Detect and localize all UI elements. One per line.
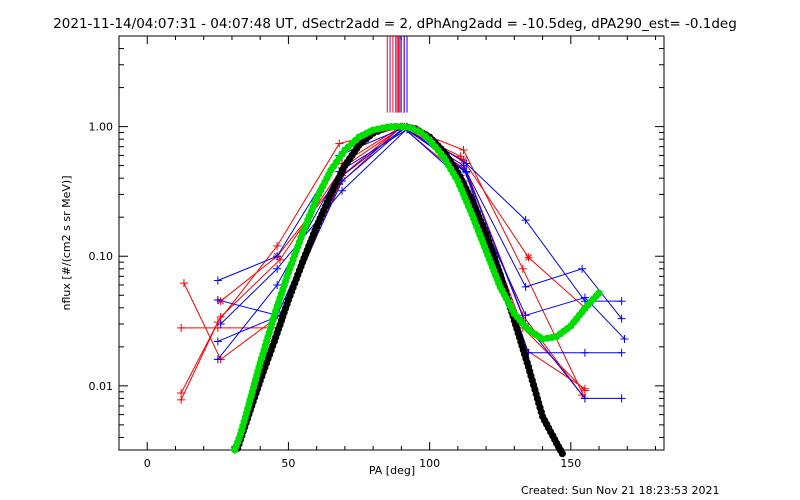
series-line — [220, 128, 622, 399]
x-tick-label: 50 — [281, 457, 295, 470]
y-tick-label: 1.00 — [89, 121, 114, 134]
x-tick-label: 150 — [560, 457, 581, 470]
tick-labels: 0 50 100 150 0.01 0.10 1.00 — [89, 121, 582, 470]
x-tick-label: 100 — [419, 457, 440, 470]
series-layer — [177, 122, 629, 458]
y-tick-label: 0.01 — [89, 380, 114, 393]
series-11 — [231, 123, 603, 454]
series-9 — [216, 124, 626, 403]
chart-title: 2021-11-14/04:07:31 - 04:07:48 UT, dSect… — [53, 16, 737, 32]
series-5 — [213, 122, 626, 306]
series-line — [220, 126, 586, 309]
data-marker — [525, 254, 532, 261]
curve-point — [595, 289, 603, 297]
plot-frame — [118, 35, 665, 451]
y-tick-label: 0.10 — [89, 250, 114, 263]
vertical-markers — [386, 36, 408, 113]
x-tick-label: 0 — [144, 457, 151, 470]
series-line — [181, 125, 586, 391]
y-axis-label: nflux [#/(cm2 s sr MeV)] — [60, 176, 73, 311]
data-marker — [460, 156, 467, 164]
axis-ticks — [118, 35, 664, 450]
curve-point — [558, 450, 566, 458]
series-line — [180, 127, 583, 396]
x-axis-label: PA [deg] — [369, 464, 415, 477]
series-4 — [216, 122, 589, 312]
created-footer: Created: Sun Nov 21 18:23:53 2021 — [521, 484, 720, 497]
curve-point — [392, 123, 400, 131]
series-line — [217, 126, 622, 302]
